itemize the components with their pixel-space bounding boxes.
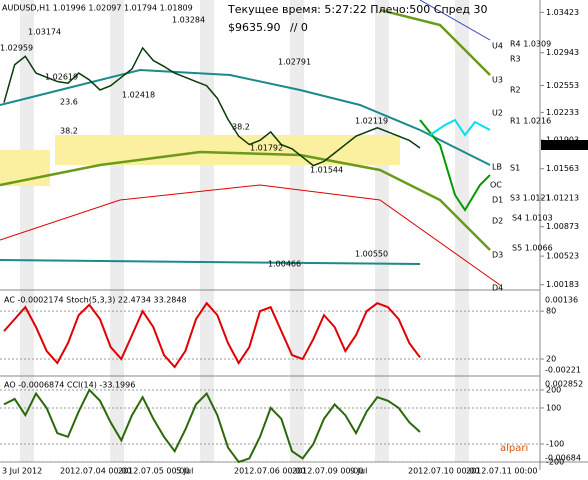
zone: [55, 135, 400, 165]
y-tick-label: 1.00523: [546, 252, 579, 261]
y-tick-label: 20: [546, 355, 556, 364]
y-tick-label: 200: [546, 385, 561, 394]
x-tick-label: 2012.07.11 00:00: [466, 467, 537, 476]
panel-title: AO -0.0006874 CCI(14) -33.1996: [4, 381, 135, 390]
panel-title: AC -0.0002174 Stoch(5,3,3) 22.4734 33.28…: [4, 296, 187, 305]
annotation: 1.00550: [355, 250, 388, 259]
annotation: 1.02791: [278, 58, 311, 67]
y-tick-label: 1.01213: [546, 194, 579, 203]
annotation: D3: [492, 251, 503, 260]
price-line: [3, 46, 421, 167]
annotation: U2: [492, 109, 503, 118]
price-tag: [541, 140, 588, 150]
annotation: 23.6: [60, 98, 78, 107]
x-tick-label: 3 Jul 2012: [2, 467, 42, 476]
y-tick-label: 80: [546, 307, 556, 316]
annotation: LB: [492, 163, 502, 172]
annotation: D2: [492, 217, 503, 226]
price-line: [3, 301, 421, 369]
annotation: 0.00136: [545, 296, 578, 305]
annotation: 38.2: [232, 123, 250, 132]
annotation: 1.01809: [545, 141, 578, 150]
annotation: S3 1.0121: [510, 194, 551, 203]
annotation: 1.01544: [310, 166, 343, 175]
annotation: 1.03284: [172, 16, 205, 25]
balance: $9635.90: [228, 21, 281, 34]
annotation: OC: [490, 181, 502, 190]
annotation: U4: [492, 42, 503, 51]
annotation: 1.02418: [122, 91, 155, 100]
y-tick-label: 1.02943: [546, 48, 579, 57]
x-tick-label: 2012.07.10 00:00: [408, 467, 479, 476]
annotation: R1 1.0216: [510, 117, 551, 126]
symbol: AUDUSD,H1 1.01996 1.02097 1.01794 1.0180…: [2, 4, 193, 13]
annotation: D1: [492, 196, 503, 205]
y-tick-label: 1.03423: [546, 8, 579, 17]
annotation: D4: [492, 284, 503, 293]
y-tick-label: 100: [546, 403, 561, 412]
annotation: R2: [510, 86, 521, 95]
y-tick-label: 1.00183: [546, 280, 579, 289]
x-tick-label: 2012.07.06 00:00: [234, 467, 305, 476]
annotation: 1.00466: [268, 260, 301, 269]
y-tick-label: 1.00873: [546, 222, 579, 231]
x-tick-label: 9 Jul: [350, 467, 367, 476]
y-tick-label: -100: [546, 439, 564, 448]
annotation: 0.002852: [545, 380, 583, 389]
y-tick-label: 1.02233: [546, 108, 579, 117]
annotation: S1: [510, 164, 520, 173]
annotation: R3: [510, 55, 521, 64]
annotation: 1.01792: [250, 144, 283, 153]
x-tick-label: 2012.07.05 00:00: [118, 467, 189, 476]
price-line: [3, 388, 421, 464]
annotation: R4 1.0309: [510, 40, 551, 49]
logo: alpari: [500, 443, 528, 454]
x-tick-label: 2012.07.09 00:00: [292, 467, 363, 476]
x-tick-label: 5 Jul: [176, 467, 193, 476]
annotation: -0.00684: [545, 454, 581, 463]
stripes: [20, 0, 469, 462]
y-tick-label: 1.01563: [546, 164, 579, 173]
annotation: 1.02119: [355, 117, 388, 126]
annotation: U3: [492, 76, 503, 85]
annotation: 1.03174: [28, 28, 61, 37]
annotation: 38.2: [60, 127, 78, 136]
y-tick-label: 1.02553: [546, 81, 579, 90]
annotation: 1.02959: [0, 44, 33, 53]
annotation: -0.00221: [545, 366, 581, 375]
x-tick-label: 2012.07.04 00:00: [60, 467, 131, 476]
annotation: S4 1.0103: [512, 214, 553, 223]
counter: // 0: [290, 21, 308, 34]
annotation: S5 1.0066: [512, 244, 553, 253]
status: Текущее время: 5:27:22 Плечо:500 Спред 3…: [227, 3, 488, 16]
y-tick-label: -200: [546, 458, 564, 467]
annotation: 1.02619: [45, 73, 78, 82]
